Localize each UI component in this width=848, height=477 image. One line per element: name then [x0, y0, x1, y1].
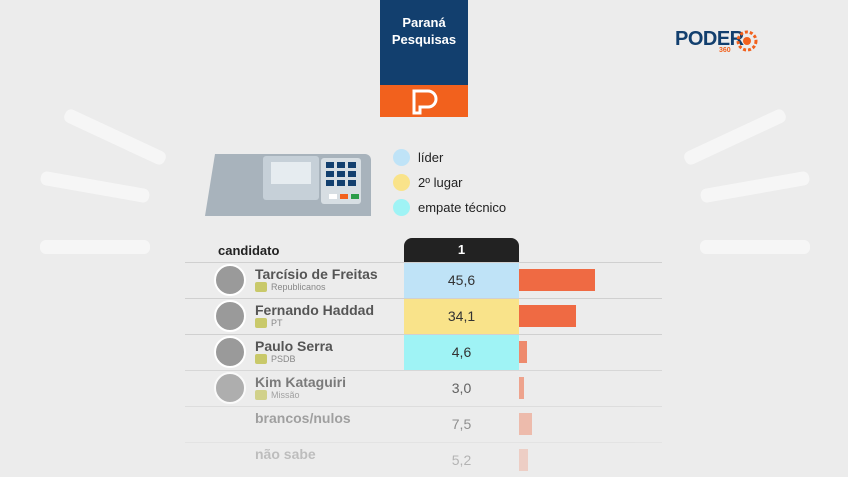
party-name: Missão	[271, 390, 300, 400]
candidate-name: Kim Kataguiri	[255, 374, 347, 390]
value-cell	[404, 263, 519, 298]
party-icon	[255, 354, 267, 364]
brand-icon	[736, 30, 758, 52]
avatar	[214, 264, 246, 296]
legend-swatch	[393, 199, 410, 216]
source-logo-box	[380, 85, 468, 117]
background-decoration	[40, 240, 150, 254]
legend-label: 2º lugar	[418, 175, 463, 190]
row-divider	[185, 262, 662, 263]
brand-sub: 360	[719, 47, 731, 54]
voting-machine	[205, 154, 371, 216]
candidate-name: brancos/nulos	[255, 410, 351, 426]
table-row: PT Fernando Haddad 34,1	[0, 298, 848, 334]
party-name: PT	[271, 318, 283, 328]
value-label: 7,5	[451, 416, 472, 432]
avatar	[214, 372, 246, 404]
row-divider	[185, 406, 662, 407]
source-box: Paraná Pesquisas	[380, 0, 468, 85]
legend-label: empate técnico	[418, 200, 507, 215]
legend-swatch	[393, 149, 410, 166]
candidate-name: Tarcísio de Freitas	[255, 266, 378, 282]
avatar	[214, 300, 246, 332]
candidate-name: não sabe	[255, 446, 316, 462]
source-name: Paraná Pesquisas	[391, 15, 457, 47]
value-label: 5,2	[451, 452, 472, 468]
bar	[519, 305, 576, 327]
party-icon	[255, 282, 267, 292]
row-divider	[185, 442, 662, 443]
row-divider	[185, 334, 662, 335]
legend-label: líder	[418, 150, 444, 165]
legend-swatch	[393, 174, 410, 191]
table-row: Missão Kim Kataguiri 3,0	[0, 370, 848, 406]
background-decoration	[699, 170, 811, 204]
column-header: candidato	[218, 243, 280, 258]
table-row: PSDB Paulo Serra 4,6	[0, 334, 848, 370]
round-header: 1	[404, 238, 519, 262]
background-decoration	[39, 170, 151, 204]
candidate-name: Fernando Haddad	[255, 302, 375, 318]
table-row: não sabe 5,2	[0, 442, 848, 477]
value-label: 4,6	[451, 344, 472, 360]
candidate-name: Paulo Serra	[255, 338, 333, 354]
party-icon	[255, 318, 267, 328]
background-decoration	[682, 107, 788, 167]
bar	[519, 341, 527, 363]
avatar	[214, 336, 246, 368]
value-cell	[404, 299, 519, 334]
value-label: 3,0	[451, 380, 472, 396]
row-divider	[185, 370, 662, 371]
party-name: PSDB	[271, 354, 296, 364]
brand: PODER	[675, 28, 744, 50]
party-icon	[255, 390, 267, 400]
table-row: Republicanos Tarcísio de Freitas 45,6	[0, 262, 848, 298]
background-decoration	[700, 240, 810, 254]
table-row: brancos/nulos 7,5	[0, 406, 848, 442]
source-logo	[412, 89, 438, 115]
background-decoration	[62, 107, 168, 167]
bar	[519, 449, 528, 471]
row-divider	[185, 298, 662, 299]
value-cell	[404, 335, 519, 370]
party-name: Republicanos	[271, 282, 326, 292]
value-label: 34,1	[447, 308, 476, 324]
value-label: 45,6	[447, 272, 476, 288]
bar	[519, 377, 524, 399]
bar	[519, 413, 532, 435]
bar	[519, 269, 596, 291]
